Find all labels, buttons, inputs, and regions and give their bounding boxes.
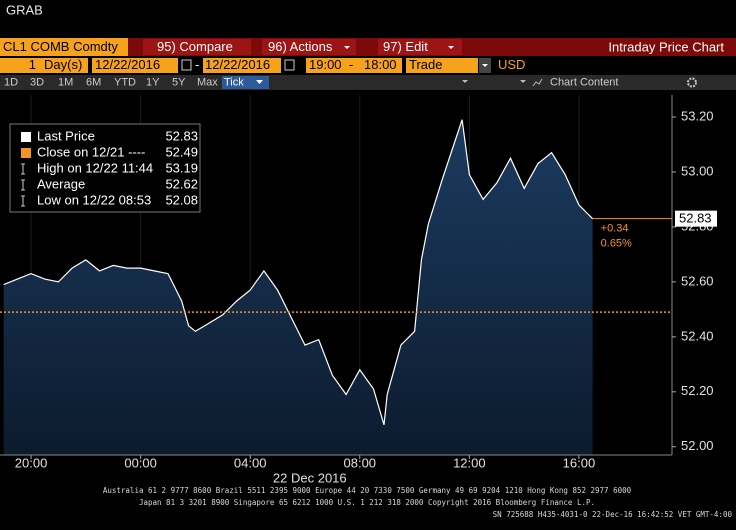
panel-title: Intraday Price Chart — [608, 39, 724, 54]
footer-line: SN 725688 H435-4031-0 22-Dec-16 16:42:52… — [493, 510, 733, 519]
range-button[interactable]: 3D — [30, 76, 44, 88]
chart: 20:00 00:00 04:00 08:00 12:00 16:00 22 Dec 201… — [0, 95, 717, 485]
x-tick-label: 16:00 — [563, 455, 596, 470]
button-bar — [0, 75, 736, 90]
x-tick-label: 04:00 — [234, 455, 267, 470]
security: CL1 COMB Comdty — [3, 39, 118, 54]
period: 1 — [29, 57, 36, 72]
x-tick-label: 20:00 — [15, 455, 48, 470]
range-button[interactable]: 1D — [4, 76, 18, 88]
change-pct-label: 0.65% — [601, 238, 632, 250]
legend-glyph — [21, 179, 25, 191]
start-date: 12/22/2016 — [95, 57, 160, 72]
range-button[interactable]: 6M — [86, 76, 101, 88]
y-tick-label: 53.00 — [681, 163, 714, 178]
dropdown-arrow[interactable] — [520, 80, 526, 83]
field: Trade — [409, 57, 442, 72]
dropdown-arrow[interactable] — [462, 80, 468, 83]
legend-value: 53.19 — [165, 160, 198, 175]
area — [3, 119, 593, 455]
calendar-icon[interactable] — [284, 59, 295, 71]
chart-icon — [532, 78, 543, 87]
last-price-label: 52.83 — [679, 211, 712, 226]
date-field[interactable] — [203, 58, 281, 73]
legend-label: Low on 12/22 08:53 — [37, 192, 151, 207]
x-tick-label: 12:00 — [453, 455, 486, 470]
legend-label: Close on 12/21 ---- — [37, 144, 145, 159]
y-tick-label: 53.20 — [681, 108, 714, 123]
menu-label: 96) Actions — [268, 39, 333, 54]
settings-icon[interactable] — [687, 77, 697, 88]
legend-label: Last Price — [37, 128, 95, 143]
calendar-icon[interactable] — [181, 59, 192, 71]
dropdown-arrow — [448, 46, 454, 49]
x-axis-label: 22 Dec 2016 — [273, 470, 347, 485]
range-button[interactable]: 1M — [58, 76, 73, 88]
chart-content[interactable]: Chart Content — [550, 76, 618, 88]
y-tick-label: 52.60 — [681, 273, 714, 288]
x-tick-label: 08:00 — [344, 455, 377, 470]
legend-swatch — [21, 148, 31, 158]
window-title: GRAB — [6, 2, 43, 17]
period-field[interactable] — [0, 58, 88, 73]
footer-line: Japan 81 3 3201 8900 Singapore 65 6212 1… — [139, 498, 595, 507]
menu-label: 95) Compare — [157, 39, 233, 54]
end-time: 18:00 — [364, 57, 397, 72]
menu-button[interactable] — [143, 39, 251, 55]
range-button[interactable]: Max — [197, 76, 218, 88]
x-tick-label: 00:00 — [124, 455, 157, 470]
legend-value: 52.49 — [165, 144, 198, 159]
menu-label: 97) Edit — [383, 39, 428, 54]
currency: USD — [498, 57, 525, 72]
period-unit: Day(s) — [44, 57, 82, 72]
legend-label: Average — [37, 176, 85, 191]
button-group: 1D 3D 1M 6M YTD 1Y 5Y Max Tick — [4, 76, 269, 89]
price-line — [3, 119, 594, 425]
end-date: 12/22/2016 — [205, 57, 270, 72]
selected-button[interactable] — [222, 76, 269, 89]
date-field[interactable] — [92, 58, 178, 73]
range-button[interactable]: YTD — [114, 76, 136, 88]
footer-line: Australia 61 2 9777 8600 Brazil 5511 239… — [103, 486, 632, 495]
menu-button[interactable] — [262, 39, 356, 55]
legend-label: High on 12/22 11:44 — [37, 160, 153, 175]
field-select[interactable] — [406, 58, 478, 73]
legend-value: 52.62 — [165, 176, 198, 191]
legend-value: 52.08 — [165, 192, 198, 207]
y-tick-label: 52.40 — [681, 328, 714, 343]
change-label: +0.34 — [601, 223, 629, 235]
last-price-box — [675, 210, 717, 227]
legend-glyph — [21, 163, 25, 175]
legend-value: 52.83 — [165, 128, 198, 143]
time-field[interactable] — [306, 58, 402, 73]
menu-button[interactable] — [378, 39, 462, 55]
range-button[interactable]: 1Y — [146, 76, 160, 88]
dropdown-arrow — [344, 46, 350, 49]
y-tick-label: 52.00 — [681, 438, 714, 453]
dropdown-arrow — [256, 80, 263, 84]
range-button[interactable]: Tick — [224, 76, 244, 88]
start-time: 19:00 — [309, 57, 342, 72]
dropdown-arrow — [482, 64, 488, 67]
range-button[interactable]: 5Y — [172, 76, 186, 88]
security-field[interactable] — [0, 38, 128, 56]
separator: - — [195, 57, 199, 72]
y-tick-label: 52.20 — [681, 383, 714, 398]
legend-glyph — [21, 195, 25, 207]
legend-box — [9, 123, 201, 213]
separator: - — [349, 57, 353, 72]
legend-swatch — [21, 132, 31, 142]
